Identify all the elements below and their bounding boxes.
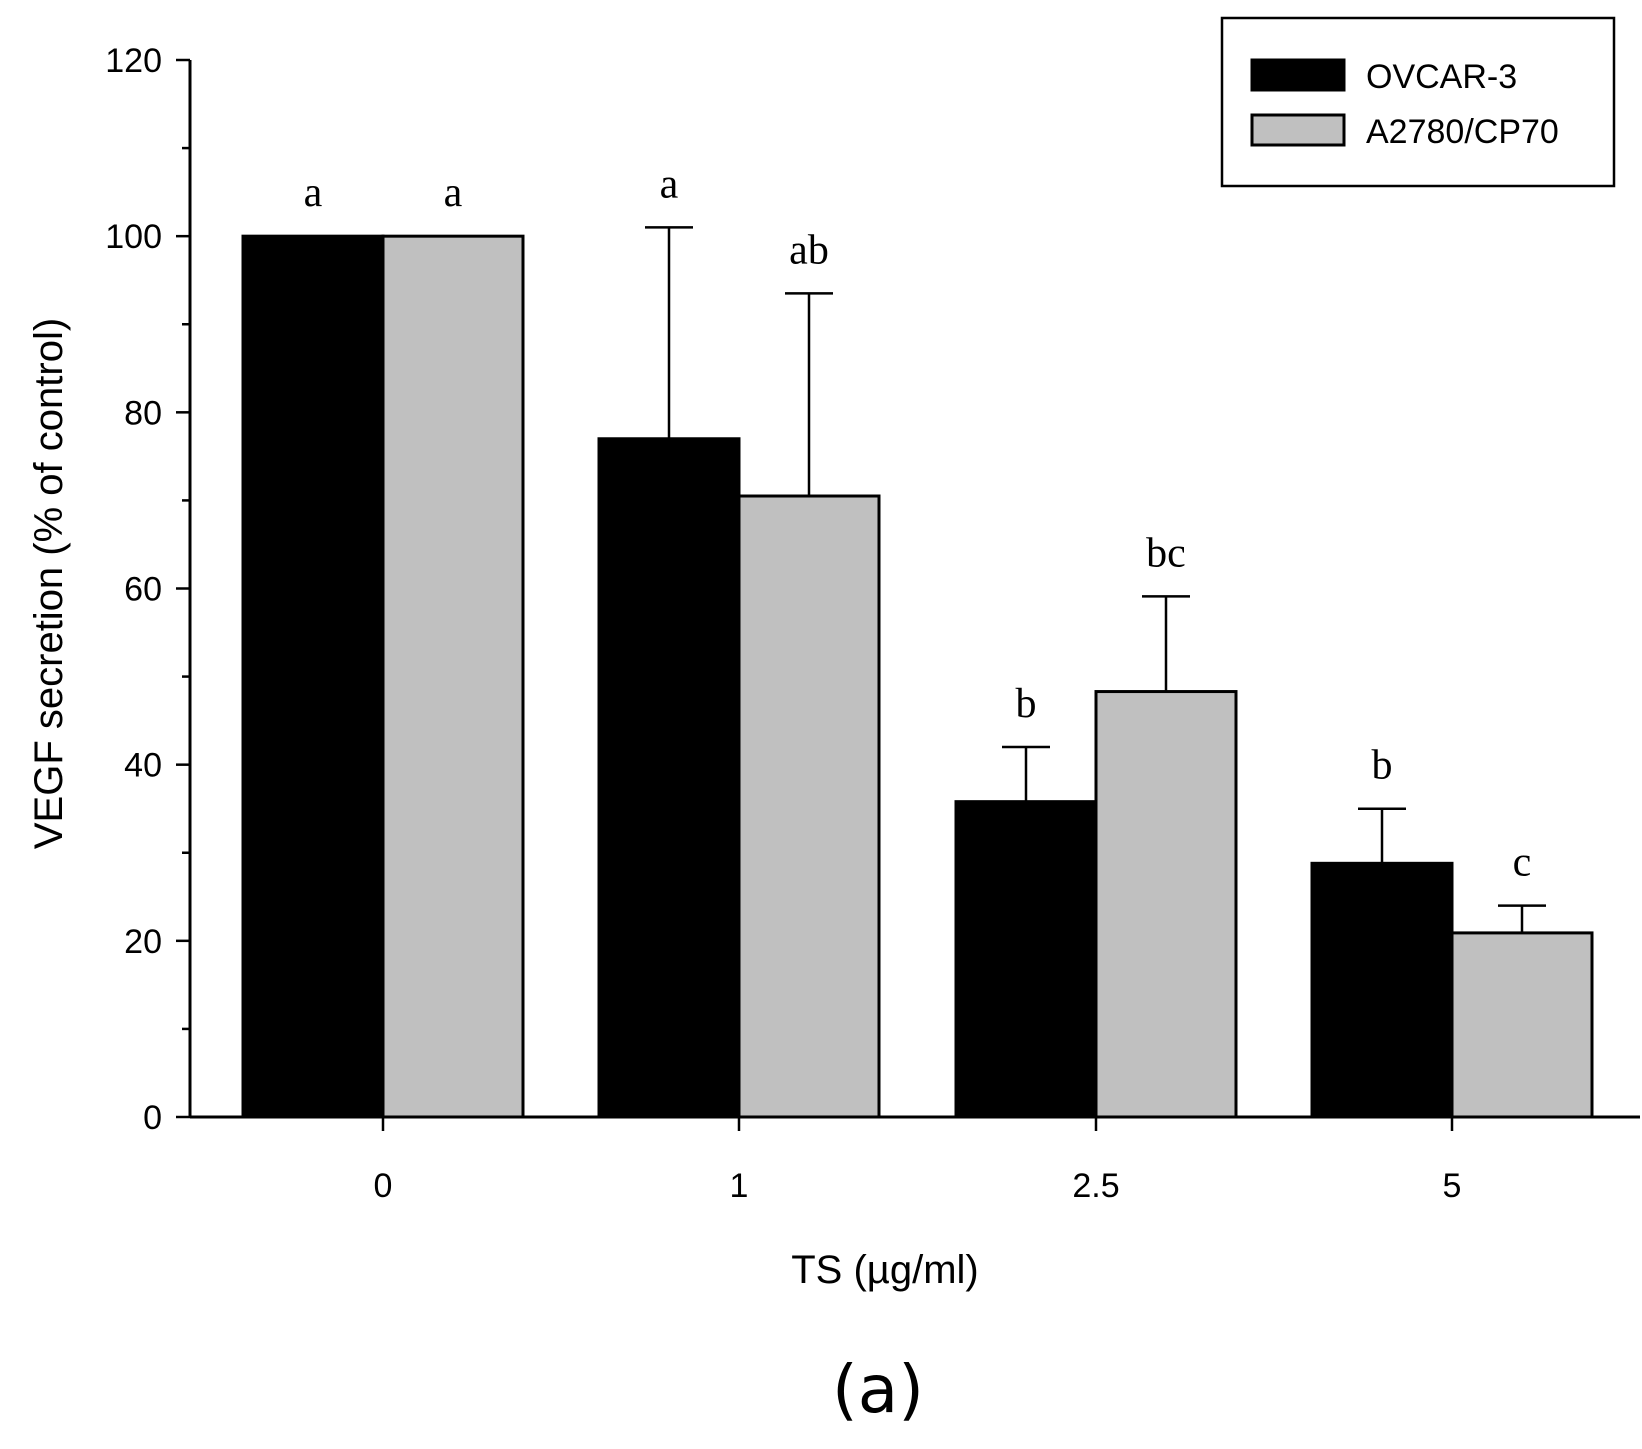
panel-label: (a) — [832, 1351, 924, 1428]
y-tick-label: 20 — [124, 923, 162, 961]
significance-label: a — [660, 161, 679, 207]
bar-ovcar3-3 — [1310, 861, 1454, 1119]
legend-swatch-a2780cp70 — [1250, 113, 1346, 147]
bar-a2780cp70-3 — [1450, 931, 1594, 1119]
bar-a2780cp70-1 — [737, 494, 881, 1119]
legend-label-a2780cp70: A2780/CP70 — [1366, 113, 1559, 151]
y-tick-label: 0 — [143, 1099, 162, 1137]
legend-label-ovcar3: OVCAR-3 — [1366, 58, 1517, 96]
bar-a2780cp70-2 — [1094, 690, 1238, 1119]
y-tick-label: 120 — [105, 42, 162, 80]
x-axis-title: TS (µg/ml) — [791, 1248, 978, 1292]
significance-label: b — [1372, 743, 1393, 789]
x-tick-label: 5 — [1443, 1167, 1462, 1205]
legend: OVCAR-3 A2780/CP70 — [1220, 16, 1616, 188]
bar-ovcar3-2 — [954, 800, 1098, 1119]
x-tick-label: 1 — [730, 1167, 749, 1205]
y-tick-label: 80 — [124, 394, 162, 432]
bar-ovcar3-1 — [597, 437, 741, 1119]
y-axis-title: VEGF secretion (% of control) — [27, 318, 71, 849]
x-tick-label: 0 — [374, 1167, 393, 1205]
significance-label: ab — [789, 227, 829, 273]
y-ticks: 0 20 40 60 80 100 120 — [105, 42, 190, 1137]
bar-ovcar3-0 — [241, 234, 385, 1119]
legend-box — [1220, 16, 1616, 188]
x-ticks: 0 1 2.5 5 — [374, 1117, 1462, 1205]
bar-a2780cp70-0 — [381, 234, 525, 1119]
y-tick-label: 40 — [124, 747, 162, 785]
significance-label: a — [304, 170, 323, 216]
significance-label: b — [1016, 681, 1037, 727]
legend-swatch-ovcar3 — [1250, 58, 1346, 92]
y-tick-label: 60 — [124, 571, 162, 609]
significance-label: bc — [1146, 530, 1186, 576]
significance-label: a — [444, 170, 463, 216]
y-tick-label: 100 — [105, 218, 162, 256]
x-tick-label: 2.5 — [1072, 1167, 1119, 1205]
significance-label: c — [1513, 840, 1532, 886]
